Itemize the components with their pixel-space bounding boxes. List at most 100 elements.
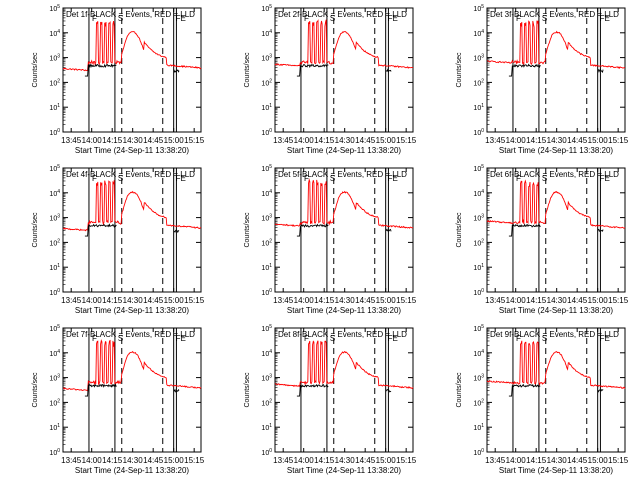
x-axis-label: Start Time (24-Sep-11 13:38:20)	[499, 146, 613, 155]
y-tick-label: 100	[473, 128, 484, 137]
y-axis-label: Counts/sec	[244, 372, 251, 408]
y-axis-label: Counts/sec	[32, 52, 39, 88]
x-tick-label: 15:15	[608, 296, 629, 305]
x-tick-label: 14:00	[294, 136, 315, 145]
panel-title: Det 2f-BLACK = Events, RED = LLD	[278, 10, 407, 19]
x-tick-label: 14:00	[82, 296, 103, 305]
y-tick-label: 101	[473, 263, 484, 272]
panel-title: Det 9f-BLACK = Events, RED = LLD	[490, 330, 619, 339]
marker-label: FE	[176, 334, 186, 343]
marker-label: S	[118, 334, 123, 343]
x-tick-label: 14:15	[526, 296, 547, 305]
y-tick-label: 103	[473, 374, 484, 383]
plot-frame	[62, 167, 202, 293]
detector-panel-4: 13:45 14:00 14:15 14:30 14:45 15:00 15:15 100 10…	[32, 164, 205, 315]
x-tick-label: 14:15	[314, 456, 335, 465]
y-tick-label: 104	[49, 29, 60, 38]
lld-series-line	[274, 19, 414, 69]
x-tick-label: 14:45	[567, 136, 588, 145]
y-tick-label: 102	[49, 238, 60, 247]
x-axis-label: Start Time (24-Sep-11 13:38:20)	[75, 146, 189, 155]
y-tick-label: 104	[473, 189, 484, 198]
x-tick-label: 14:00	[294, 296, 315, 305]
x-axis-label: Start Time (24-Sep-11 13:38:20)	[499, 306, 613, 315]
x-tick-label: 14:15	[526, 136, 547, 145]
panel-title: Det 7f-BLACK = Events, RED = LLD	[66, 330, 195, 339]
y-axis-label: Counts/sec	[244, 212, 251, 248]
x-tick-label: 13:45	[273, 136, 294, 145]
events-series-line	[508, 383, 541, 397]
x-tick-label: 14:15	[314, 296, 335, 305]
x-tick-label: 14:30	[335, 136, 356, 145]
lld-series-line	[486, 340, 626, 390]
x-tick-label: 14:30	[547, 456, 568, 465]
detector-panel-2: 13:45 14:00 14:15 14:30 14:45 15:00 15:15 100 10…	[244, 4, 417, 155]
events-series-line-late	[385, 68, 392, 73]
y-tick-label: 104	[261, 29, 272, 38]
x-tick-label: 14:00	[506, 136, 527, 145]
marker-label: S	[330, 334, 335, 343]
x-tick-label: 14:30	[123, 296, 144, 305]
y-tick-label: 100	[49, 128, 60, 137]
x-axis-label: Start Time (24-Sep-11 13:38:20)	[287, 146, 401, 155]
y-tick-label: 102	[261, 78, 272, 87]
y-axis-label: Counts/sec	[32, 372, 39, 408]
x-tick-label: 14:00	[506, 296, 527, 305]
y-tick-label: 100	[261, 448, 272, 457]
y-tick-label: 101	[261, 103, 272, 112]
marker-label: FE	[388, 334, 398, 343]
y-tick-label: 105	[473, 164, 484, 173]
y-tick-label: 103	[49, 374, 60, 383]
y-tick-label: 100	[261, 128, 272, 137]
x-tick-label: 15:00	[164, 456, 185, 465]
plot-frame	[274, 167, 414, 293]
detector-panel-9: 13:45 14:00 14:15 14:30 14:45 15:00 15:15 100 10…	[456, 324, 629, 475]
y-tick-label: 101	[261, 423, 272, 432]
y-tick-label: 100	[261, 288, 272, 297]
marker-label: S	[542, 14, 547, 23]
x-tick-label: 15:00	[376, 296, 397, 305]
detector-panel-7: 13:45 14:00 14:15 14:30 14:45 15:00 15:15 100 10…	[32, 324, 205, 475]
events-series-line	[84, 223, 117, 237]
y-tick-label: 100	[473, 288, 484, 297]
y-tick-label: 105	[49, 324, 60, 333]
x-tick-label: 15:00	[376, 456, 397, 465]
x-tick-label: 14:30	[335, 456, 356, 465]
x-tick-label: 14:30	[547, 296, 568, 305]
events-series-line	[508, 63, 541, 77]
x-tick-label: 15:00	[588, 456, 609, 465]
marker-label: FE	[388, 174, 398, 183]
panel-title: Det 4f-BLACK = Events, RED = LLD	[66, 170, 195, 179]
x-tick-label: 15:15	[608, 456, 629, 465]
x-tick-label: 14:00	[506, 456, 527, 465]
x-tick-label: 14:15	[102, 296, 123, 305]
lld-series-line	[487, 20, 626, 69]
y-tick-label: 104	[261, 349, 272, 358]
marker-label: S	[330, 174, 335, 183]
x-tick-label: 14:00	[294, 456, 315, 465]
marker-label: S	[118, 174, 123, 183]
y-tick-label: 100	[49, 288, 60, 297]
events-series-line-late	[597, 389, 604, 393]
y-tick-label: 103	[261, 374, 272, 383]
lld-series-line	[274, 340, 414, 390]
x-tick-label: 14:45	[567, 456, 588, 465]
panel-title: Det 3f-BLACK = Events, RED = LLD	[490, 10, 619, 19]
plot-frame	[274, 327, 414, 453]
y-tick-label: 101	[49, 263, 60, 272]
x-tick-label: 14:45	[355, 296, 376, 305]
x-tick-label: 13:45	[273, 456, 294, 465]
x-tick-label: 14:00	[82, 456, 103, 465]
x-tick-label: 14:45	[143, 136, 164, 145]
y-tick-label: 102	[473, 398, 484, 407]
x-tick-label: 14:45	[355, 456, 376, 465]
y-tick-label: 104	[49, 189, 60, 198]
detector-panel-8: 13:45 14:00 14:15 14:30 14:45 15:00 15:15 100 10…	[244, 324, 417, 475]
y-tick-label: 101	[473, 103, 484, 112]
panel-title: Det 8f-BLACK = Events, RED = LLD	[278, 330, 407, 339]
y-tick-label: 103	[49, 214, 60, 223]
lld-series-line	[486, 179, 626, 229]
y-tick-label: 105	[49, 164, 60, 173]
panel-title: Det 1f-BLACK = Events, RED = LLD	[66, 10, 195, 19]
